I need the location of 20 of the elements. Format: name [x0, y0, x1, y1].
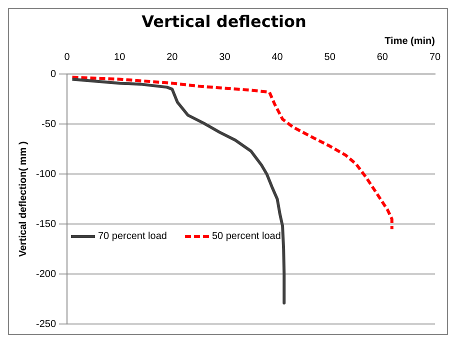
x-tick-label: 40: [272, 52, 284, 63]
y-tick-label: 0: [50, 68, 56, 80]
y-axis-title: Vertical deflection( mm ): [18, 141, 29, 257]
y-tick-label: -200: [36, 268, 56, 280]
x-axis-title: Time (min): [384, 36, 435, 47]
y-tick-label: -50: [42, 118, 56, 130]
y-tick-label: -150: [36, 218, 56, 230]
y-tick-label: -250: [36, 318, 56, 330]
x-tick-label: 10: [114, 52, 126, 63]
x-tick-label: 70: [429, 52, 441, 63]
x-tick-label: 60: [376, 52, 388, 63]
chart-title: Vertical deflection: [142, 12, 306, 31]
x-tick-label: 0: [64, 52, 70, 63]
x-tick-label: 20: [166, 52, 178, 63]
x-tick-label: 30: [219, 52, 231, 63]
y-tick-label: -100: [36, 168, 56, 180]
x-tick-label: 50: [324, 52, 336, 63]
line-series: [70, 76, 394, 231]
legend-label: 70 percent load: [98, 231, 167, 242]
legend-label: 50 percent load: [212, 231, 281, 242]
